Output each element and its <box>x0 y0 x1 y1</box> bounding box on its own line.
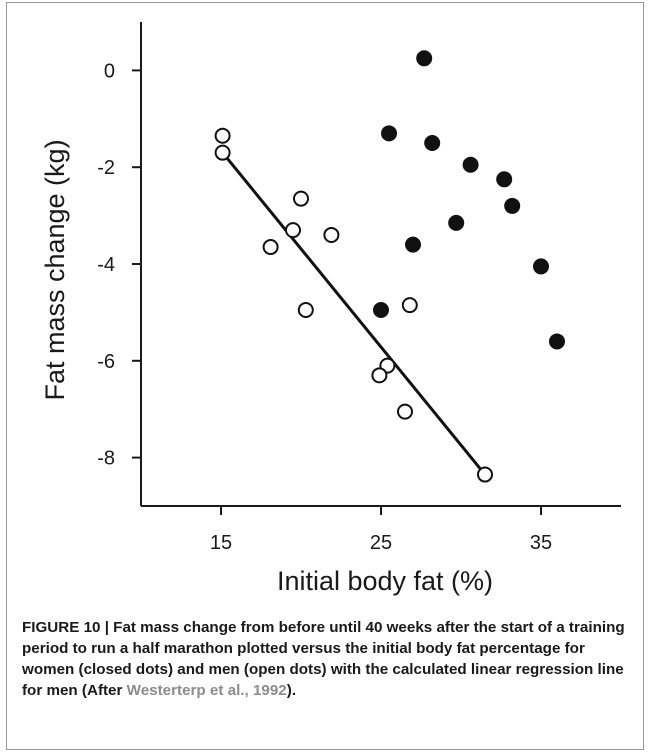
caption-end: ). <box>286 682 297 699</box>
regression-line <box>221 151 487 476</box>
open-dot <box>397 403 413 420</box>
open-dot <box>262 239 279 256</box>
closed-dot <box>533 258 549 275</box>
y-tick-label: -8 <box>97 448 115 470</box>
closed-dot <box>373 301 389 318</box>
x-tick-label: 15 <box>210 532 232 554</box>
closed-dot <box>416 50 433 67</box>
open-dot <box>214 127 231 144</box>
open-dot <box>285 222 301 239</box>
y-tick-label: -2 <box>97 157 115 179</box>
regression-layer <box>221 151 487 476</box>
caption-reference-link[interactable]: Westerterp et al., 1992 <box>126 682 287 699</box>
figure-frame <box>6 2 644 750</box>
closed-dot <box>462 156 479 173</box>
closed-dot <box>504 197 521 214</box>
y-tick-label: -6 <box>97 351 115 373</box>
open-dot <box>214 144 231 161</box>
x-tick-label: 25 <box>370 532 392 554</box>
closed-dot <box>496 171 513 188</box>
open-dot <box>293 190 309 207</box>
open-dot <box>371 367 388 384</box>
closed-dot <box>424 135 441 151</box>
open-dot <box>401 297 418 314</box>
tick-labels: 0 -2 -4 -6 -8 15 25 35 <box>97 60 552 554</box>
scatter-chart: 0 -2 -4 -6 -8 15 25 35 Initial body fat (%) Fat… <box>40 22 621 596</box>
y-tick-label: -4 <box>97 254 115 276</box>
open-dot <box>323 226 340 243</box>
open-dot <box>297 301 314 318</box>
closed-dot <box>448 214 465 231</box>
open-dot <box>477 466 493 483</box>
figure-caption: FIGURE 10 | Fat mass change from before … <box>22 617 628 701</box>
x-axis-label: Initial body fat (%) <box>277 566 493 596</box>
x-tick-label: 35 <box>530 532 552 554</box>
y-tick-label: 0 <box>104 60 115 82</box>
chart-axes <box>132 22 621 515</box>
data-points <box>214 50 565 483</box>
closed-dot <box>405 236 421 253</box>
caption-text: FIGURE 10 | Fat mass change from before … <box>22 619 625 699</box>
y-axis-label: Fat mass change (kg) <box>40 139 70 400</box>
closed-dot <box>549 333 565 350</box>
closed-dot <box>381 125 397 142</box>
